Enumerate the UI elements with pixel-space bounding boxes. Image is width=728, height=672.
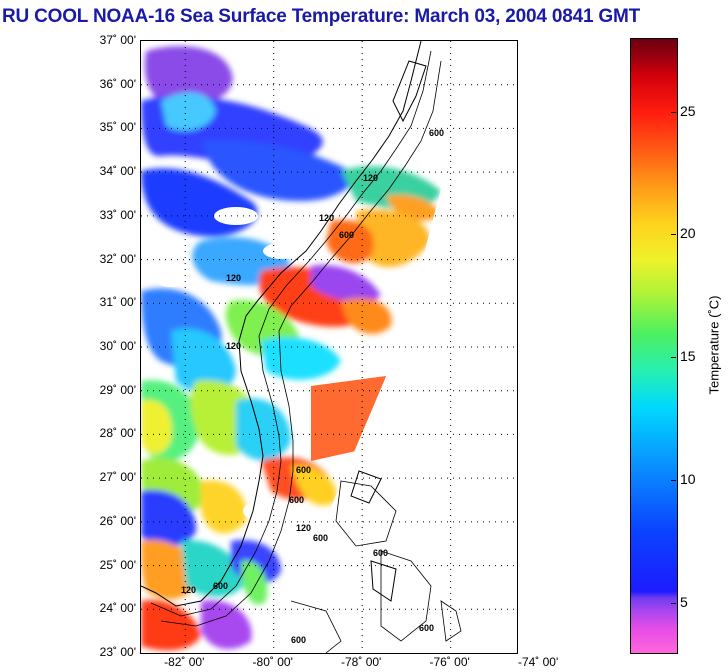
- latitude-tick-label: 23˚ 00': [99, 645, 136, 659]
- longitude-tick-label: -76˚ 00': [429, 655, 470, 669]
- longitude-tick-label: -80˚ 00': [252, 655, 293, 669]
- longitude-tick-label: -78˚ 00': [341, 655, 382, 669]
- latitude-tick-label: 29˚ 00': [99, 382, 136, 397]
- latitude-tick-label: 27˚ 00': [99, 470, 136, 485]
- latitude-tick-label: 28˚ 00': [99, 426, 136, 441]
- bathymetry-contours: [150, 50, 462, 653]
- longitude-tick-label: -74˚ 00': [517, 655, 559, 669]
- latitude-tick-label: 37˚ 00': [99, 33, 136, 47]
- contour-label: 120: [319, 213, 334, 223]
- sst-map-panel[interactable]: 600 120 120 600 120 120 600 600 120 600 …: [140, 40, 518, 654]
- colorbar-tick-label: 15: [680, 348, 696, 365]
- contour-label: 600: [291, 635, 306, 645]
- latitude-tick-label: 24˚ 00': [99, 601, 136, 616]
- colorbar-tick-mark: [671, 357, 676, 359]
- warm-current-patch: [311, 376, 386, 461]
- contour-label: 600: [419, 623, 434, 633]
- contour-label: 600: [429, 128, 444, 138]
- latitude-tick-label: 26˚ 00': [99, 513, 136, 528]
- contour-label: 600: [339, 230, 354, 240]
- contour-label: 120: [363, 173, 378, 183]
- colorbar-tick-mark: [671, 602, 676, 604]
- graticule-grid: [141, 41, 517, 653]
- latitude-tick-label: 36˚ 00': [99, 76, 136, 91]
- contour-label: 120: [226, 273, 241, 283]
- contour-label: 120: [226, 341, 241, 351]
- longitude-tick-label: -82˚ 00': [164, 655, 205, 669]
- latitude-tick-label: 31˚ 00': [99, 295, 136, 310]
- colorbar-label: Temperature (˚C): [706, 295, 722, 395]
- latitude-tick-label: 25˚ 00': [99, 557, 136, 572]
- colorbar-tick-label: 10: [680, 471, 696, 488]
- contour-label: 600: [373, 548, 388, 558]
- contour-label: 600: [296, 465, 311, 475]
- contour-label: 120: [296, 523, 311, 533]
- colorbar-tick-label: 5: [680, 593, 688, 610]
- contour-label: 600: [289, 495, 304, 505]
- colorbar-tick-mark: [671, 111, 676, 113]
- contour-label: 600: [313, 533, 328, 543]
- colorbar-tick-mark: [671, 234, 676, 236]
- map-title: RU COOL NOAA-16 Sea Surface Temperature:…: [2, 6, 641, 27]
- contour-label: 600: [213, 581, 228, 591]
- sst-data-layer: [141, 46, 441, 651]
- temperature-colorbar: [630, 38, 678, 654]
- latitude-tick-label: 35˚ 00': [99, 120, 136, 135]
- latitude-tick-label: 30˚ 00': [99, 339, 136, 353]
- colorbar-tick-mark: [671, 480, 676, 482]
- contour-label: 120: [181, 585, 196, 595]
- colorbar-tick-label: 20: [680, 225, 696, 242]
- coastline: [141, 41, 427, 607]
- contour-label-group: 600 120 120 600 120 120 600 600 120 600 …: [181, 128, 444, 645]
- latitude-tick-label: 32˚ 00': [99, 251, 136, 266]
- latitude-tick-label: 34˚ 00': [99, 164, 136, 179]
- sst-map-graphic: 600 120 120 600 120 120 600 600 120 600 …: [141, 41, 517, 653]
- latitude-tick-label: 33˚ 00': [99, 207, 136, 222]
- colorbar-tick-label: 25: [680, 102, 696, 119]
